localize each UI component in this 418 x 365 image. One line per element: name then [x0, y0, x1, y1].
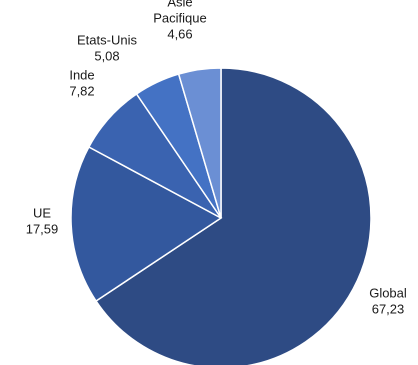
slice-label-ue: UE: [33, 205, 51, 220]
slice-value-inde: 7,82: [69, 83, 94, 98]
slice-label-global: Global: [369, 285, 407, 300]
slice-label-asie-pacifique: Pacifique: [153, 10, 206, 25]
slice-label-asie-pacifique: Asie: [167, 0, 192, 9]
slice-label-etats-unis: Etats-Unis: [77, 32, 137, 47]
slice-value-global: 67,23: [372, 301, 405, 316]
slice-value-ue: 17,59: [26, 221, 59, 236]
pie-slice-asie-pacifique: [177, 67, 222, 219]
slice-value-asie-pacifique: 4,66: [167, 26, 192, 41]
pie-slices: [70, 67, 372, 365]
slice-value-etats-unis: 5,08: [94, 48, 119, 63]
slice-label-inde: Inde: [69, 67, 94, 82]
pie-slice-global: [95, 67, 372, 365]
pie-slice-ue: [70, 145, 223, 303]
